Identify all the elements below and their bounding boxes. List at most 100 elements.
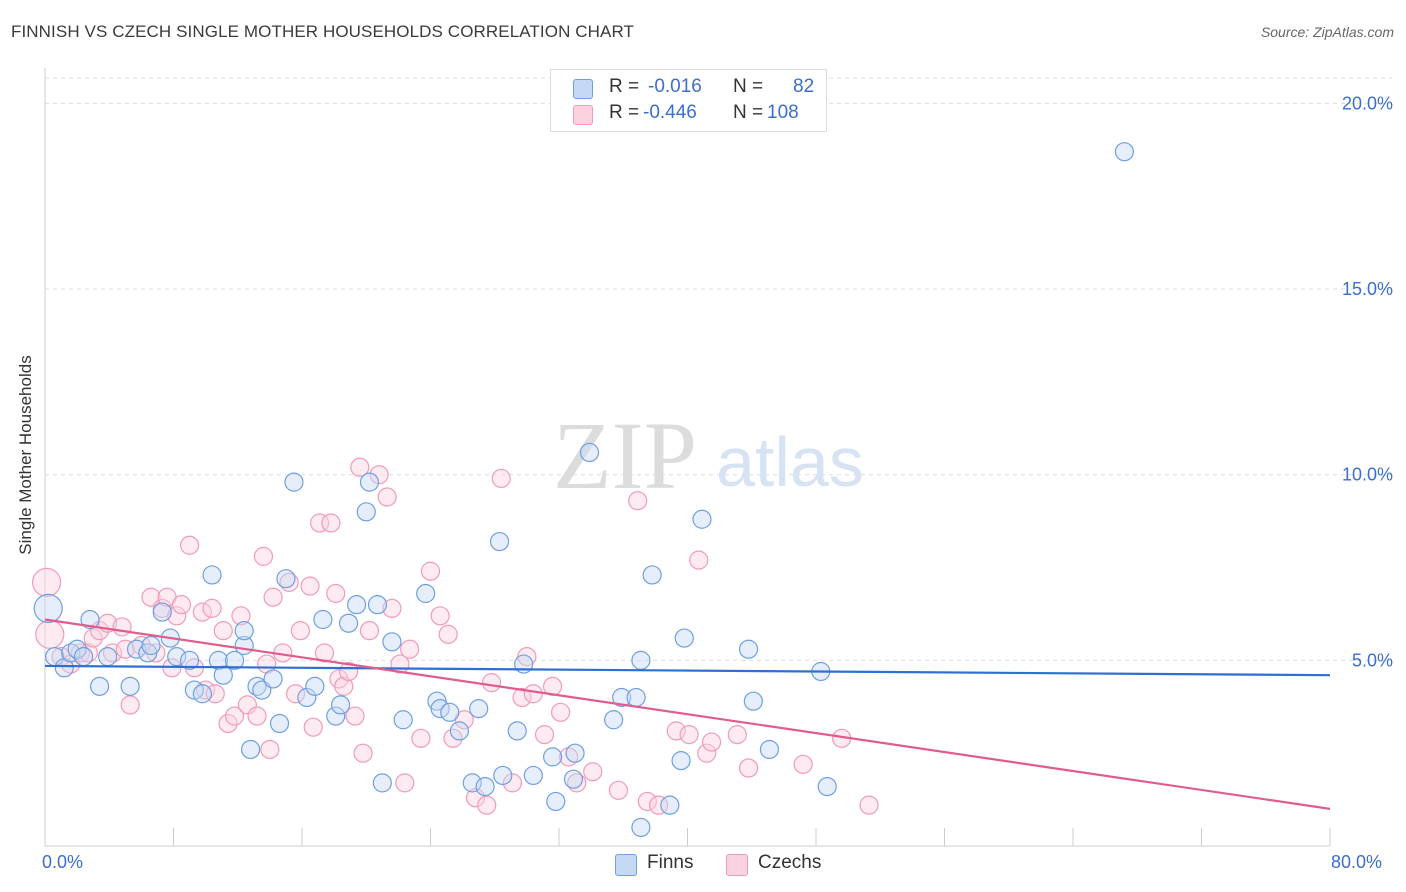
data-point	[98, 647, 118, 667]
data-point	[462, 773, 482, 793]
data-point	[314, 643, 335, 663]
finns-points	[33, 142, 1135, 838]
data-point	[321, 513, 341, 533]
data-point	[141, 635, 161, 656]
data-point	[642, 565, 662, 585]
data-point	[1114, 142, 1135, 162]
data-point	[859, 795, 879, 815]
data-point	[167, 647, 187, 667]
data-point	[300, 576, 320, 596]
data-point	[628, 491, 648, 511]
data-point	[440, 702, 460, 722]
data-point	[551, 702, 571, 722]
watermark: ZIP atlas	[553, 402, 864, 509]
data-point	[192, 602, 213, 622]
data-point	[546, 791, 566, 812]
data-point	[202, 565, 222, 585]
data-point	[237, 695, 257, 715]
data-point	[353, 743, 373, 763]
data-point	[637, 791, 657, 812]
data-point	[523, 765, 543, 786]
data-point	[420, 561, 441, 581]
data-point	[297, 687, 317, 708]
x-tick-label-left: 0.0%	[42, 852, 84, 872]
data-point	[469, 699, 489, 719]
data-point	[224, 706, 245, 726]
data-point	[393, 710, 413, 730]
x-tick-label-right: 80.0%	[1331, 852, 1383, 872]
bottom-legend-label-czechs: Czechs	[758, 852, 822, 873]
data-point	[369, 465, 389, 485]
legend-r-label: R =	[609, 76, 640, 97]
data-point	[493, 765, 513, 786]
data-point	[631, 650, 651, 670]
data-point	[382, 632, 402, 652]
data-point	[689, 550, 709, 570]
data-point	[395, 773, 415, 793]
data-point	[326, 706, 346, 726]
correlation-legend: R = -0.016 N = 82 R = -0.446 N = 108	[550, 69, 827, 132]
chart-title: FINNISH VS CZECH SINGLE MOTHER HOUSEHOLD…	[11, 22, 635, 41]
czechs-points	[32, 457, 879, 815]
source-label: Source: ZipAtlas.com	[1260, 24, 1394, 40]
data-point	[115, 639, 135, 659]
data-point	[70, 643, 90, 663]
legend-n-label: N =	[733, 102, 764, 123]
data-point	[330, 695, 351, 715]
data-point	[372, 773, 392, 793]
czechs-trend-line	[44, 618, 1331, 810]
data-point	[345, 706, 365, 726]
data-point	[534, 725, 555, 745]
data-point	[377, 487, 397, 507]
y-tick-labels: 5.0% 10.0% 15.0% 20.0%	[1342, 93, 1393, 670]
data-point	[67, 639, 87, 659]
data-point	[430, 699, 450, 719]
legend-r-value: -0.446	[643, 102, 697, 123]
data-point	[120, 676, 140, 696]
data-point	[400, 639, 420, 659]
data-point	[612, 687, 632, 708]
legend-swatch-finns	[573, 79, 593, 99]
data-point	[32, 567, 62, 597]
data-point	[359, 621, 380, 641]
grid-lines	[45, 77, 1392, 661]
data-point	[604, 710, 624, 730]
bottom-legend-swatch-finns	[615, 854, 637, 876]
y-tick-label: 10.0%	[1342, 465, 1393, 485]
data-point	[738, 639, 759, 659]
data-point	[90, 676, 110, 696]
data-point	[310, 513, 330, 533]
data-point	[347, 595, 367, 615]
data-point	[542, 747, 563, 767]
data-point	[465, 788, 486, 808]
data-point	[350, 457, 370, 477]
y-tick-label: 15.0%	[1342, 279, 1393, 299]
legend-n-value: 108	[767, 102, 799, 123]
data-point	[213, 665, 233, 685]
data-point	[502, 773, 523, 793]
y-tick-label: 20.0%	[1342, 93, 1393, 113]
data-point	[313, 609, 333, 630]
watermark-atlas: atlas	[716, 423, 864, 501]
data-point	[218, 713, 238, 734]
data-point	[692, 509, 712, 529]
data-point	[179, 535, 200, 555]
data-point	[491, 468, 511, 489]
data-point	[276, 569, 296, 589]
data-point	[285, 684, 306, 704]
data-point	[631, 817, 651, 838]
data-point	[326, 583, 346, 604]
y-axis-label: Single Mother Households	[16, 355, 35, 555]
legend-r-label: R =	[609, 102, 640, 123]
data-point	[477, 795, 497, 815]
data-point	[269, 713, 290, 734]
data-point	[290, 621, 310, 641]
data-point	[727, 725, 747, 745]
data-point	[567, 773, 587, 793]
data-point	[126, 639, 147, 659]
data-point	[263, 587, 283, 607]
data-point	[411, 728, 431, 748]
data-point	[192, 684, 213, 704]
data-point	[583, 762, 603, 782]
